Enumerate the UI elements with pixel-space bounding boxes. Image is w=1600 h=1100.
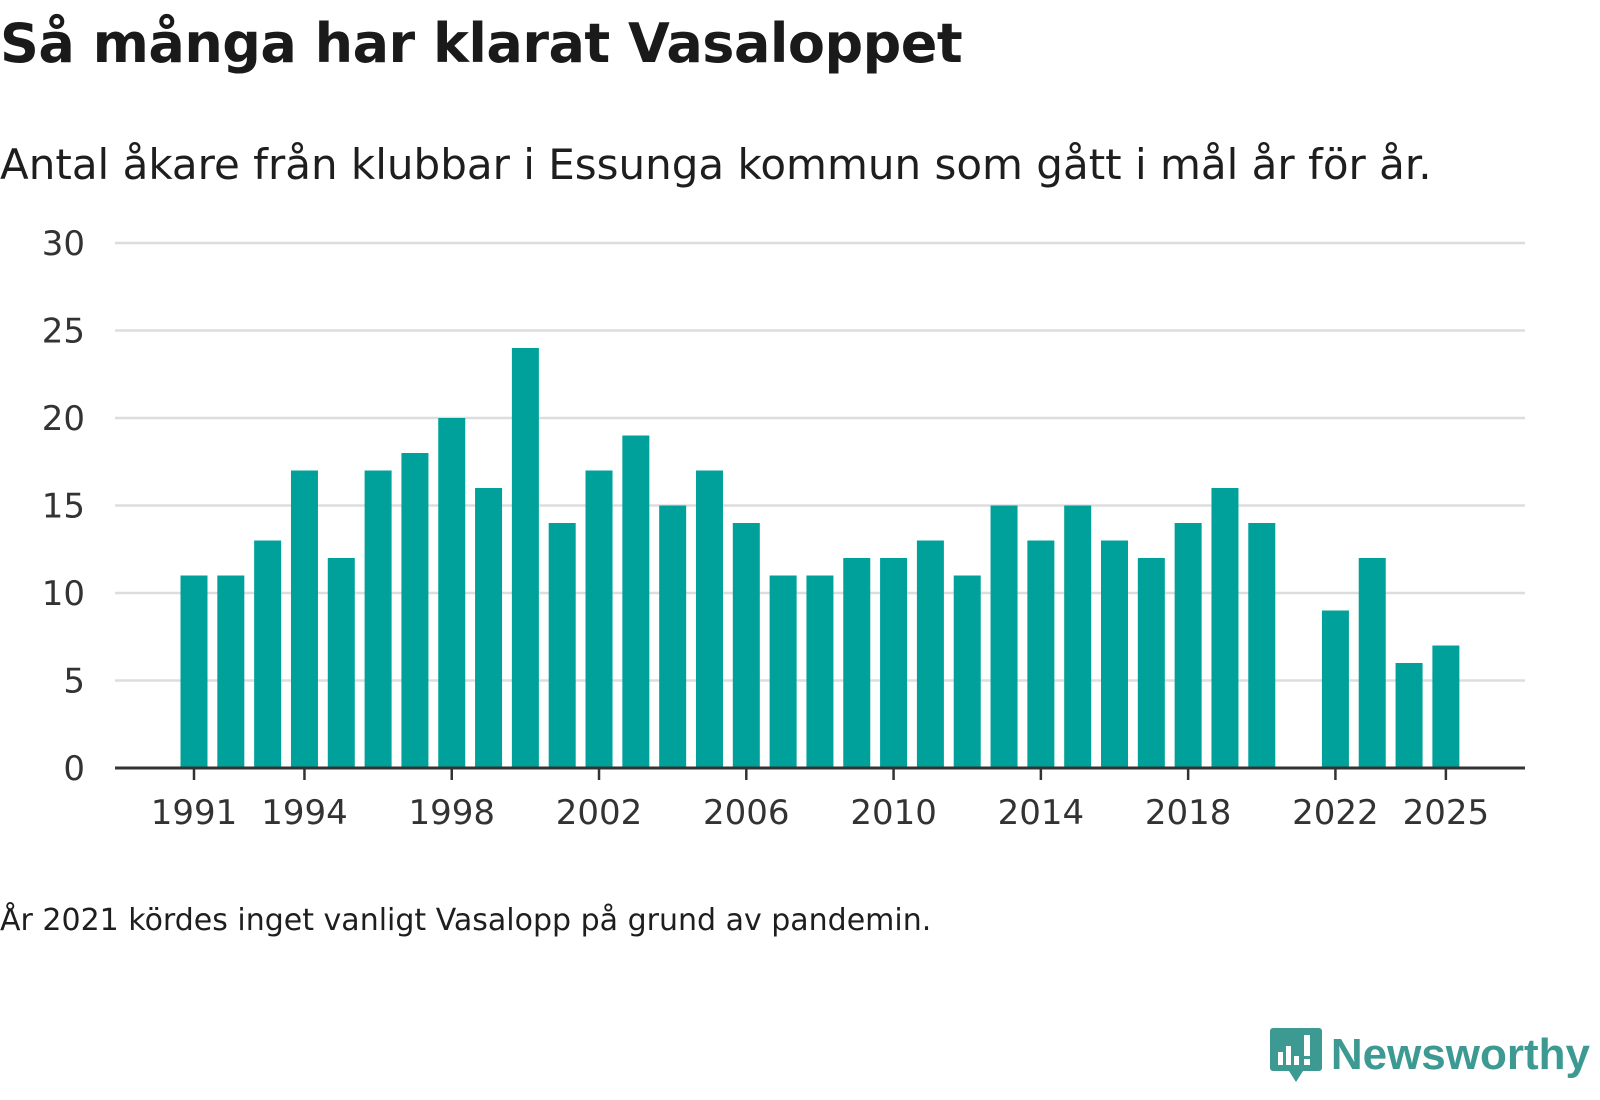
bar-2004 [659,505,687,768]
bar-2011 [916,540,944,768]
bar-1999 [475,488,503,768]
bar-2014 [1027,540,1055,768]
bar-2001 [548,523,576,768]
bar-2015 [1064,505,1092,768]
bar-2000 [511,348,539,768]
y-tick-label: 15 [42,487,85,527]
x-tick-label: 2014 [998,793,1085,833]
bar-2020 [1248,523,1276,768]
y-tick-label: 5 [63,662,85,702]
bar-1991 [180,575,208,768]
bar-2019 [1211,488,1239,768]
y-tick-label: 10 [42,574,85,614]
bar-2002 [585,470,613,768]
bar-1992 [217,575,245,768]
bar-1995 [327,558,355,768]
bars [180,348,1460,768]
x-tick-label: 2025 [1403,793,1490,833]
bar-2017 [1137,558,1165,768]
bar-1997 [401,453,429,768]
bar-2010 [880,558,908,768]
brand-name: Newsworthy [1330,1030,1590,1079]
footnote: År 2021 kördes inget vanligt Vasalopp på… [0,903,932,938]
bar-2018 [1174,523,1202,768]
bar-1996 [364,470,392,768]
x-tick-label: 2018 [1145,793,1232,833]
bar-2016 [1101,540,1128,768]
bar-2006 [732,523,760,768]
bar-2024 [1395,663,1423,768]
y-tick-label: 20 [42,399,85,439]
x-tick-label: 2002 [556,793,643,833]
x-tick-label: 2022 [1292,793,1379,833]
chart-title: Så många har klarat Vasaloppet [0,12,963,75]
bar-2005 [695,470,723,768]
bar-2023 [1358,558,1386,768]
x-tick-label: 1998 [408,793,495,833]
bar-2009 [843,558,871,768]
bar-2012 [953,575,981,768]
x-tick-label: 2010 [850,793,937,833]
bar-1993 [254,540,282,768]
bar-2013 [990,505,1018,768]
bar-2025 [1432,645,1460,768]
bar-2022 [1321,610,1349,768]
y-axis-ticks: 0 5 10 15 20 25 30 [42,224,85,789]
y-tick-label: 25 [42,312,85,352]
newsworthy-logo-icon [1269,1028,1322,1082]
y-tick-label: 0 [63,749,85,789]
bar-2007 [769,575,797,768]
y-tick-label: 30 [42,224,85,264]
x-tick-label: 1994 [261,793,348,833]
x-tick-label: 1991 [151,793,238,833]
bar-2003 [622,435,650,768]
brand-logo: Newsworthy [1269,1026,1590,1084]
bar-1994 [290,470,318,768]
bar-1998 [438,418,466,768]
chart-subtitle: Antal åkare från klubbar i Essunga kommu… [0,140,1432,189]
x-tick-label: 2006 [703,793,790,833]
bar-2008 [806,575,834,768]
x-axis: 1991 1994 1998 2002 2006 2010 2014 2018 2022 2025 [115,766,1525,833]
